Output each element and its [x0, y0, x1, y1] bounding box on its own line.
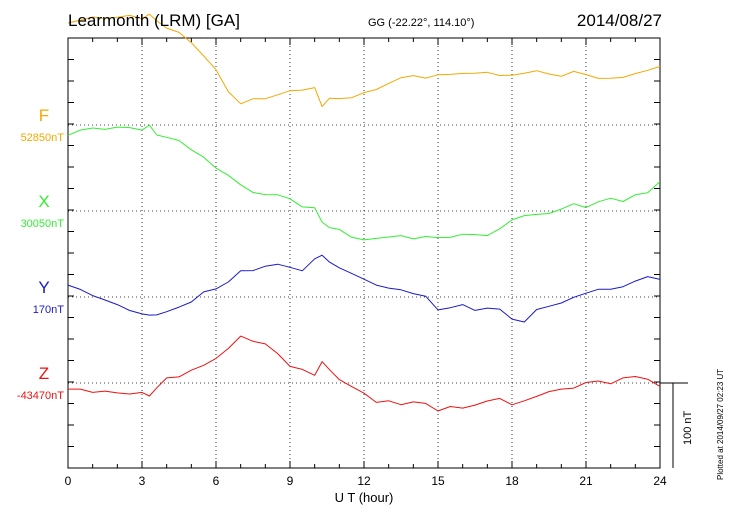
- series-baseline-f: 52850nT: [21, 132, 65, 144]
- chart-date: 2014/08/27: [576, 11, 662, 30]
- series-name-f: F: [39, 106, 49, 125]
- x-tick-label: 12: [357, 474, 371, 488]
- x-tick-label: 3: [139, 474, 146, 488]
- series-baseline-z: -43470nT: [17, 390, 64, 402]
- series-line-z: [68, 335, 661, 412]
- grid-layer: [68, 38, 660, 468]
- series-baseline-y: 170nT: [33, 304, 64, 316]
- series-name-z: Z: [39, 364, 49, 383]
- x-tick-label: 18: [505, 474, 519, 488]
- x-tick-label: 24: [653, 474, 667, 488]
- x-tick-label: 21: [579, 474, 593, 488]
- scale-bar-label: 100 nT: [682, 410, 694, 445]
- scale-bar: [660, 382, 688, 468]
- series-name-x: X: [38, 192, 49, 211]
- x-tick-label: 15: [431, 474, 445, 488]
- x-tick-label: 0: [65, 474, 72, 488]
- chart-title: Learmonth (LRM) [GA]: [68, 11, 240, 30]
- tick-layer: 0 3 6 9 12 15 18 21 24: [65, 38, 667, 488]
- station-coordinates: GG (-22.22°, 114.10°): [368, 17, 475, 29]
- series-name-y: Y: [38, 278, 49, 297]
- series-line-y: [67, 254, 661, 323]
- series-layer: [67, 13, 661, 412]
- x-tick-label: 9: [287, 474, 294, 488]
- series-baseline-x: 30050nT: [21, 218, 65, 230]
- plotted-timestamp: Plotted at 2014/09/27 02:23 UT: [716, 368, 725, 480]
- x-axis-label: U T (hour): [335, 490, 394, 505]
- series-label-layer: F 52850nT X 30050nT Y 170nT Z -43470nT: [17, 106, 64, 402]
- series-line-f: [67, 13, 661, 108]
- series-line-x: [67, 124, 661, 241]
- x-tick-label: 6: [213, 474, 220, 488]
